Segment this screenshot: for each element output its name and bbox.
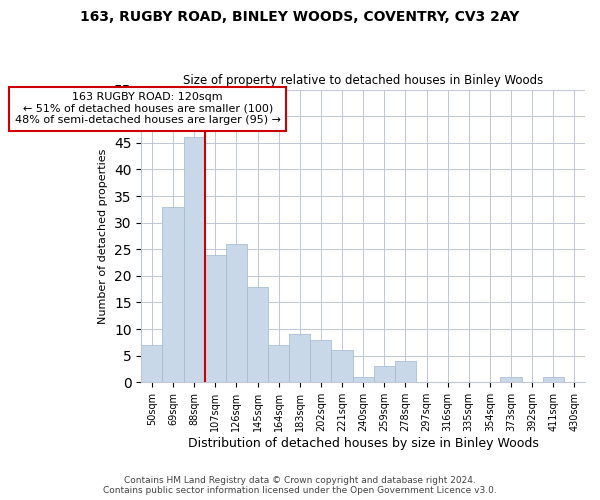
Title: Size of property relative to detached houses in Binley Woods: Size of property relative to detached ho… bbox=[183, 74, 544, 87]
Bar bbox=[310, 340, 331, 382]
Bar bbox=[163, 206, 184, 382]
Bar bbox=[331, 350, 353, 382]
Bar bbox=[395, 361, 416, 382]
Bar bbox=[289, 334, 310, 382]
Bar bbox=[500, 377, 521, 382]
Text: 163 RUGBY ROAD: 120sqm
← 51% of detached houses are smaller (100)
48% of semi-de: 163 RUGBY ROAD: 120sqm ← 51% of detached… bbox=[14, 92, 281, 126]
Bar bbox=[184, 138, 205, 382]
Bar bbox=[543, 377, 564, 382]
Bar bbox=[205, 254, 226, 382]
X-axis label: Distribution of detached houses by size in Binley Woods: Distribution of detached houses by size … bbox=[188, 437, 539, 450]
Y-axis label: Number of detached properties: Number of detached properties bbox=[98, 148, 109, 324]
Bar bbox=[374, 366, 395, 382]
Bar bbox=[247, 286, 268, 382]
Text: Contains HM Land Registry data © Crown copyright and database right 2024.
Contai: Contains HM Land Registry data © Crown c… bbox=[103, 476, 497, 495]
Bar bbox=[142, 345, 163, 383]
Bar bbox=[353, 377, 374, 382]
Bar bbox=[226, 244, 247, 382]
Text: 163, RUGBY ROAD, BINLEY WOODS, COVENTRY, CV3 2AY: 163, RUGBY ROAD, BINLEY WOODS, COVENTRY,… bbox=[80, 10, 520, 24]
Bar bbox=[268, 345, 289, 383]
